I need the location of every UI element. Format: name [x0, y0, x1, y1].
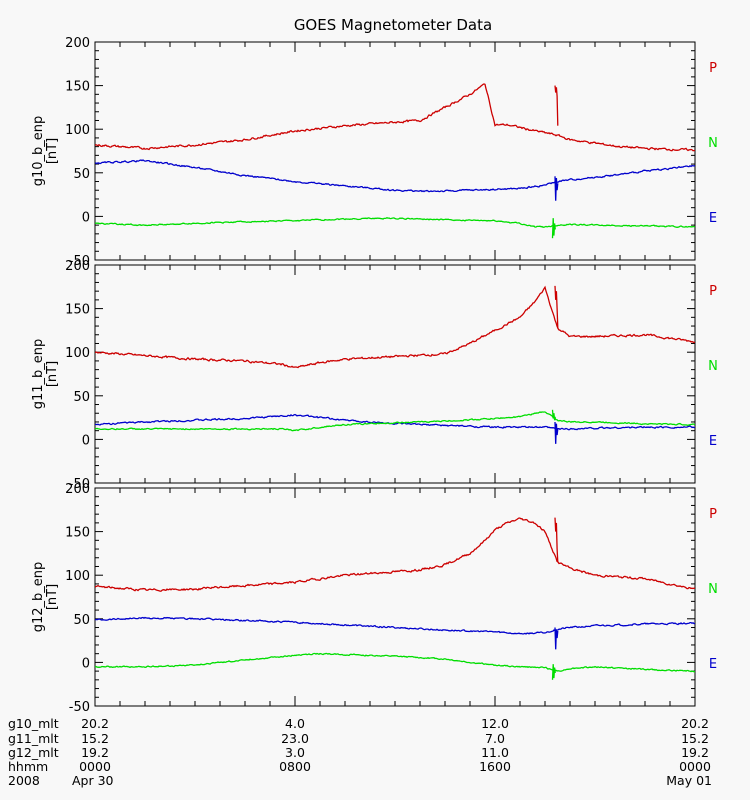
y-tick-label: 150	[65, 526, 90, 541]
y-tick-label: 150	[65, 303, 90, 318]
y-tick-label: 50	[73, 167, 90, 182]
footer-row-g12_mlt: g12_mlt 19.2 3.0 11.0 19.2	[8, 745, 709, 760]
footer-cell: 19.2	[81, 745, 109, 760]
series-line-N	[95, 411, 695, 432]
y-axis-name: g12_b_enp	[31, 562, 46, 633]
series-spike-P	[554, 285, 559, 328]
footer-row-label: g12_mlt	[8, 745, 59, 760]
footer-cell: 20.2	[81, 716, 109, 731]
y-axis-label: g12_b_enp [nT]	[31, 562, 60, 633]
series-line-P	[95, 517, 695, 592]
footer-cell: 1600	[479, 759, 511, 774]
series-line-N	[95, 652, 695, 673]
footer-row-hhmm: hhmm 0000 0800 1600 0000	[8, 759, 711, 774]
footer-cell: May 01	[666, 773, 712, 788]
series-spike-N	[551, 409, 556, 421]
y-tick-label: 0	[82, 656, 90, 671]
panel-frame	[94, 41, 696, 261]
footer-cell: 7.0	[485, 731, 505, 746]
footer-cell: 15.2	[81, 731, 109, 746]
y-tick-label: 200	[65, 482, 90, 497]
footer-cell: 19.2	[681, 745, 709, 760]
footer-row-label: g11_mlt	[8, 731, 59, 746]
series-spike-E	[554, 627, 559, 650]
y-tick-label: 0	[82, 433, 90, 448]
series-line-E	[95, 413, 695, 431]
series-spike-P	[554, 85, 559, 126]
chart-title: GOES Magnetometer Data	[294, 16, 492, 34]
legend-P: P	[709, 507, 717, 522]
y-tick-label: -50	[69, 254, 90, 269]
footer-cell: 0000	[679, 759, 711, 774]
y-tick-label: 200	[65, 36, 90, 51]
time-axis-footer: g10_mlt 20.2 4.0 12.0 20.2 g11_mlt 15.2 23.0 7.0…	[8, 716, 712, 788]
y-tick-label: 150	[65, 80, 90, 95]
footer-row-2008: 2008 Apr 30 May 01	[8, 773, 712, 788]
series-line-P	[95, 83, 695, 152]
series-spike-P	[554, 517, 559, 563]
legend-N: N	[708, 359, 718, 374]
legend-E: E	[709, 211, 717, 226]
panel-g11_b_enp: -50 0 50 100 150 200 g11_b_enp [nT] P N E	[31, 259, 718, 492]
y-axis-label: g10_b_enp [nT]	[31, 116, 60, 187]
y-axis-label: g11_b_enp [nT]	[31, 339, 60, 410]
y-tick-label: 50	[73, 613, 90, 628]
footer-cell: 23.0	[281, 731, 309, 746]
y-axis-unit: [nT]	[45, 138, 60, 164]
series-line-E	[95, 216, 695, 228]
series-spike-N	[551, 664, 556, 680]
legend-P: P	[709, 284, 717, 299]
series-group	[95, 517, 695, 680]
y-axis-name: g10_b_enp	[31, 116, 46, 187]
footer-cell: 0800	[279, 759, 311, 774]
panel-frame	[94, 264, 696, 484]
footer-row-g10_mlt: g10_mlt 20.2 4.0 12.0 20.2	[8, 716, 709, 731]
y-tick-label: 100	[65, 569, 90, 584]
panel-g12_b_enp: -50 0 50 100 150 200 g12_b_enp [nT] P N E	[31, 482, 718, 715]
y-axis-name: g11_b_enp	[31, 339, 46, 410]
series-spike-E	[554, 421, 559, 444]
footer-row-label: g10_mlt	[8, 716, 59, 731]
footer-cell: 0000	[79, 759, 111, 774]
y-tick-label: 0	[82, 210, 90, 225]
legend-E: E	[709, 434, 717, 449]
footer-cell: Apr 30	[72, 773, 114, 788]
legend-P: P	[709, 61, 717, 76]
footer-row-label: hhmm	[8, 759, 48, 774]
y-axis-unit: [nT]	[45, 361, 60, 387]
y-tick-label: 100	[65, 346, 90, 361]
series-group	[95, 285, 695, 444]
panel-g10_b_enp: -50 0 50 100 150 200 g10_b_enp [nT] P N E	[31, 36, 718, 269]
series-spike-E	[551, 218, 556, 239]
y-axis-unit: [nT]	[45, 584, 60, 610]
footer-cell: 3.0	[285, 745, 305, 760]
y-tick-label: -50	[69, 477, 90, 492]
y-tick-label: -50	[69, 700, 90, 715]
legend-N: N	[708, 136, 718, 151]
footer-cell: 15.2	[681, 731, 709, 746]
footer-cell: 12.0	[481, 716, 509, 731]
y-tick-label: 100	[65, 123, 90, 138]
series-line-P	[95, 285, 695, 369]
footer-row-label: 2008	[8, 773, 40, 788]
footer-cell: 11.0	[481, 745, 509, 760]
series-group	[95, 83, 695, 239]
y-tick-label: 50	[73, 390, 90, 405]
series-line-E	[95, 616, 695, 635]
series-line-N	[95, 159, 695, 193]
y-tick-label: 200	[65, 259, 90, 274]
footer-row-g11_mlt: g11_mlt 15.2 23.0 7.0 15.2	[8, 731, 709, 746]
series-spike-N	[554, 176, 559, 201]
footer-cell: 4.0	[285, 716, 305, 731]
legend-N: N	[708, 582, 718, 597]
legend-E: E	[709, 657, 717, 672]
panel-frame	[94, 487, 696, 707]
footer-cell: 20.2	[681, 716, 709, 731]
